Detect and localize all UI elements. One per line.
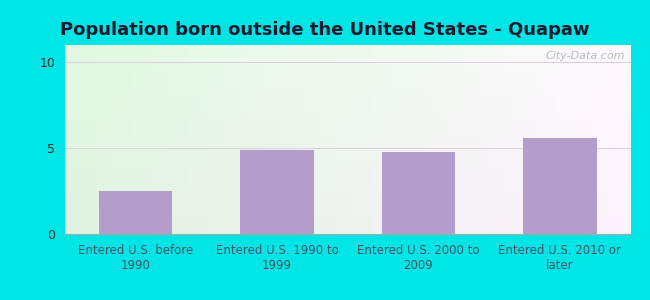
Bar (240, 150, 314, 234)
Text: Population born outside the United States - Quapaw: Population born outside the United State… (60, 21, 590, 39)
Bar (382, 152, 455, 234)
Bar (99, 191, 172, 234)
Text: City-Data.com: City-Data.com (545, 51, 625, 61)
Bar (523, 138, 597, 234)
